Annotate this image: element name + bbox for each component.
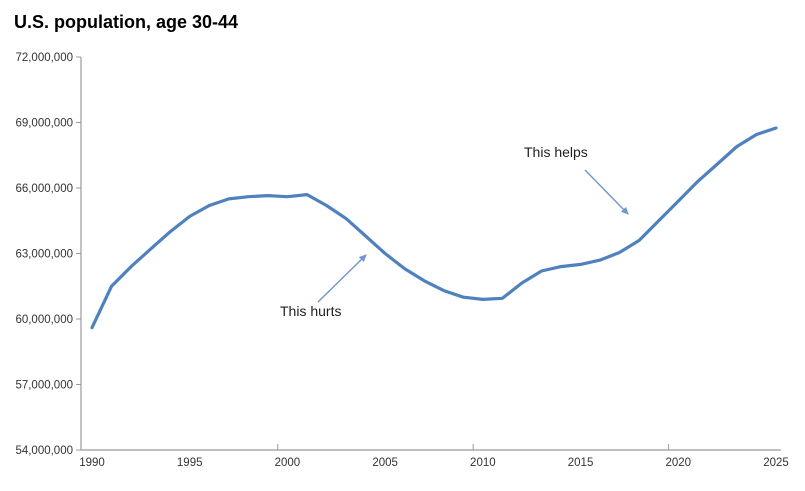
annotation-this-hurts: This hurts	[280, 303, 342, 319]
x-axis-tick-label: 1995	[177, 457, 203, 469]
x-axis-tick-label: 2020	[665, 457, 691, 469]
x-axis-tick-label: 2010	[470, 457, 496, 469]
y-axis-tick-label: 69,000,000	[15, 118, 73, 130]
x-axis-tick-label: 2000	[275, 457, 301, 469]
y-axis-tick-label: 63,000,000	[15, 249, 73, 261]
x-axis-tick-label: 2005	[372, 457, 398, 469]
chart-title: U.S. population, age 30-44	[14, 12, 239, 32]
y-axis-tick-label: 66,000,000	[15, 183, 73, 195]
x-axis-tick-label: 2025	[763, 457, 789, 469]
y-axis-tick-label: 72,000,000	[15, 52, 73, 64]
y-axis-tick-label: 54,000,000	[15, 445, 73, 457]
x-axis-tick-label: 2015	[568, 457, 594, 469]
x-axis-tick-label: 1990	[79, 457, 105, 469]
this-hurts-arrow	[317, 254, 367, 303]
population-series-line	[90, 126, 778, 330]
annotation-this-helps: This helps	[524, 144, 588, 160]
y-axis-tick-label: 60,000,000	[15, 314, 73, 326]
y-axis-tick-label: 57,000,000	[15, 380, 73, 392]
this-helps-arrow	[584, 169, 629, 215]
